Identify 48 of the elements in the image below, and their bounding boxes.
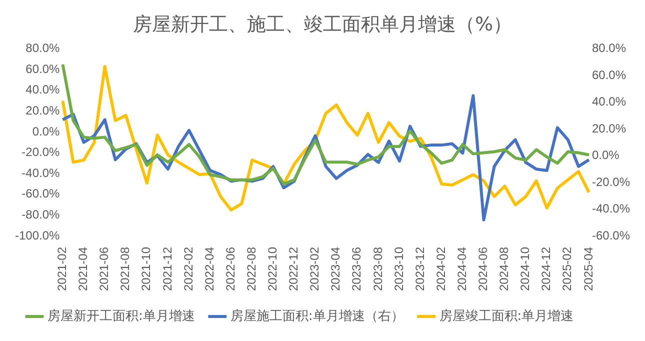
legend-label: 房屋竣工面积:单月增速 [439,308,574,324]
x-tick-label: 2023-02 [308,246,322,292]
y-tick-label: 80.0% [26,41,60,56]
y-tick-label: -80.0% [22,207,60,222]
x-tick-label: 2022-10 [266,246,280,292]
x-tick-label: 2024-02 [434,246,448,292]
x-tick-label: 2021-02 [55,246,70,292]
x-tick-label: 2022-04 [202,246,216,292]
y2-tick-label: 40.0% [592,94,626,109]
x-tick-label: 2021-12 [160,246,174,292]
y-tick-label: -60.0% [22,186,60,201]
x-tick-label: 2023-06 [350,246,364,292]
x-tick-label: 2021-04 [76,246,90,292]
legend-label: 房屋新开工面积:单月增速 [48,308,195,324]
legend-label: 房屋施工面积:单月增速（右） [230,308,404,324]
y2-tick-label: 60.0% [592,68,626,82]
y-tick-label: -100.0% [14,228,60,242]
x-tick-label: 2022-06 [223,246,238,292]
y2-tick-label: 0.0% [592,148,620,162]
y-tick-label: 0.0% [32,124,60,138]
x-tick-label: 2021-06 [97,246,112,292]
x-tick-label: 2023-08 [370,246,385,292]
x-tick-label: 2023-04 [328,246,343,292]
x-tick-label: 2025-04 [581,246,596,292]
y2-tick-label: -20.0% [592,174,630,189]
x-tick-label: 2022-12 [286,246,301,292]
x-tick-label: 2022-02 [181,246,196,292]
y-tick-label: -20.0% [22,145,60,160]
y-tick-label: 60.0% [26,62,60,76]
y2-tick-label: 80.0% [592,41,626,56]
y-tick-label: 40.0% [26,82,60,97]
x-tick-label: 2024-10 [518,246,532,292]
y-tick-label: -40.0% [22,166,60,180]
y2-tick-label: -60.0% [592,228,630,242]
y2-tick-label: 20.0% [592,121,626,136]
y-tick-label: 20.0% [26,104,60,118]
x-tick-label: 2023-12 [412,246,427,292]
x-tick-label: 2024-04 [454,246,469,292]
x-tick-label: 2023-10 [392,246,406,292]
x-tick-label: 2022-08 [244,246,258,292]
x-tick-label: 2024-06 [476,246,490,292]
x-tick-label: 2024-08 [497,246,512,292]
x-tick-label: 2021-10 [139,246,154,292]
y2-tick-label: -40.0% [592,202,630,216]
chart-title: 房屋新开工、施工、竣工面积单月增速（%） [132,13,512,36]
x-tick-label: 2025-02 [560,246,574,292]
x-tick-label: 2024-12 [539,246,554,292]
x-tick-label: 2021-08 [118,246,132,292]
